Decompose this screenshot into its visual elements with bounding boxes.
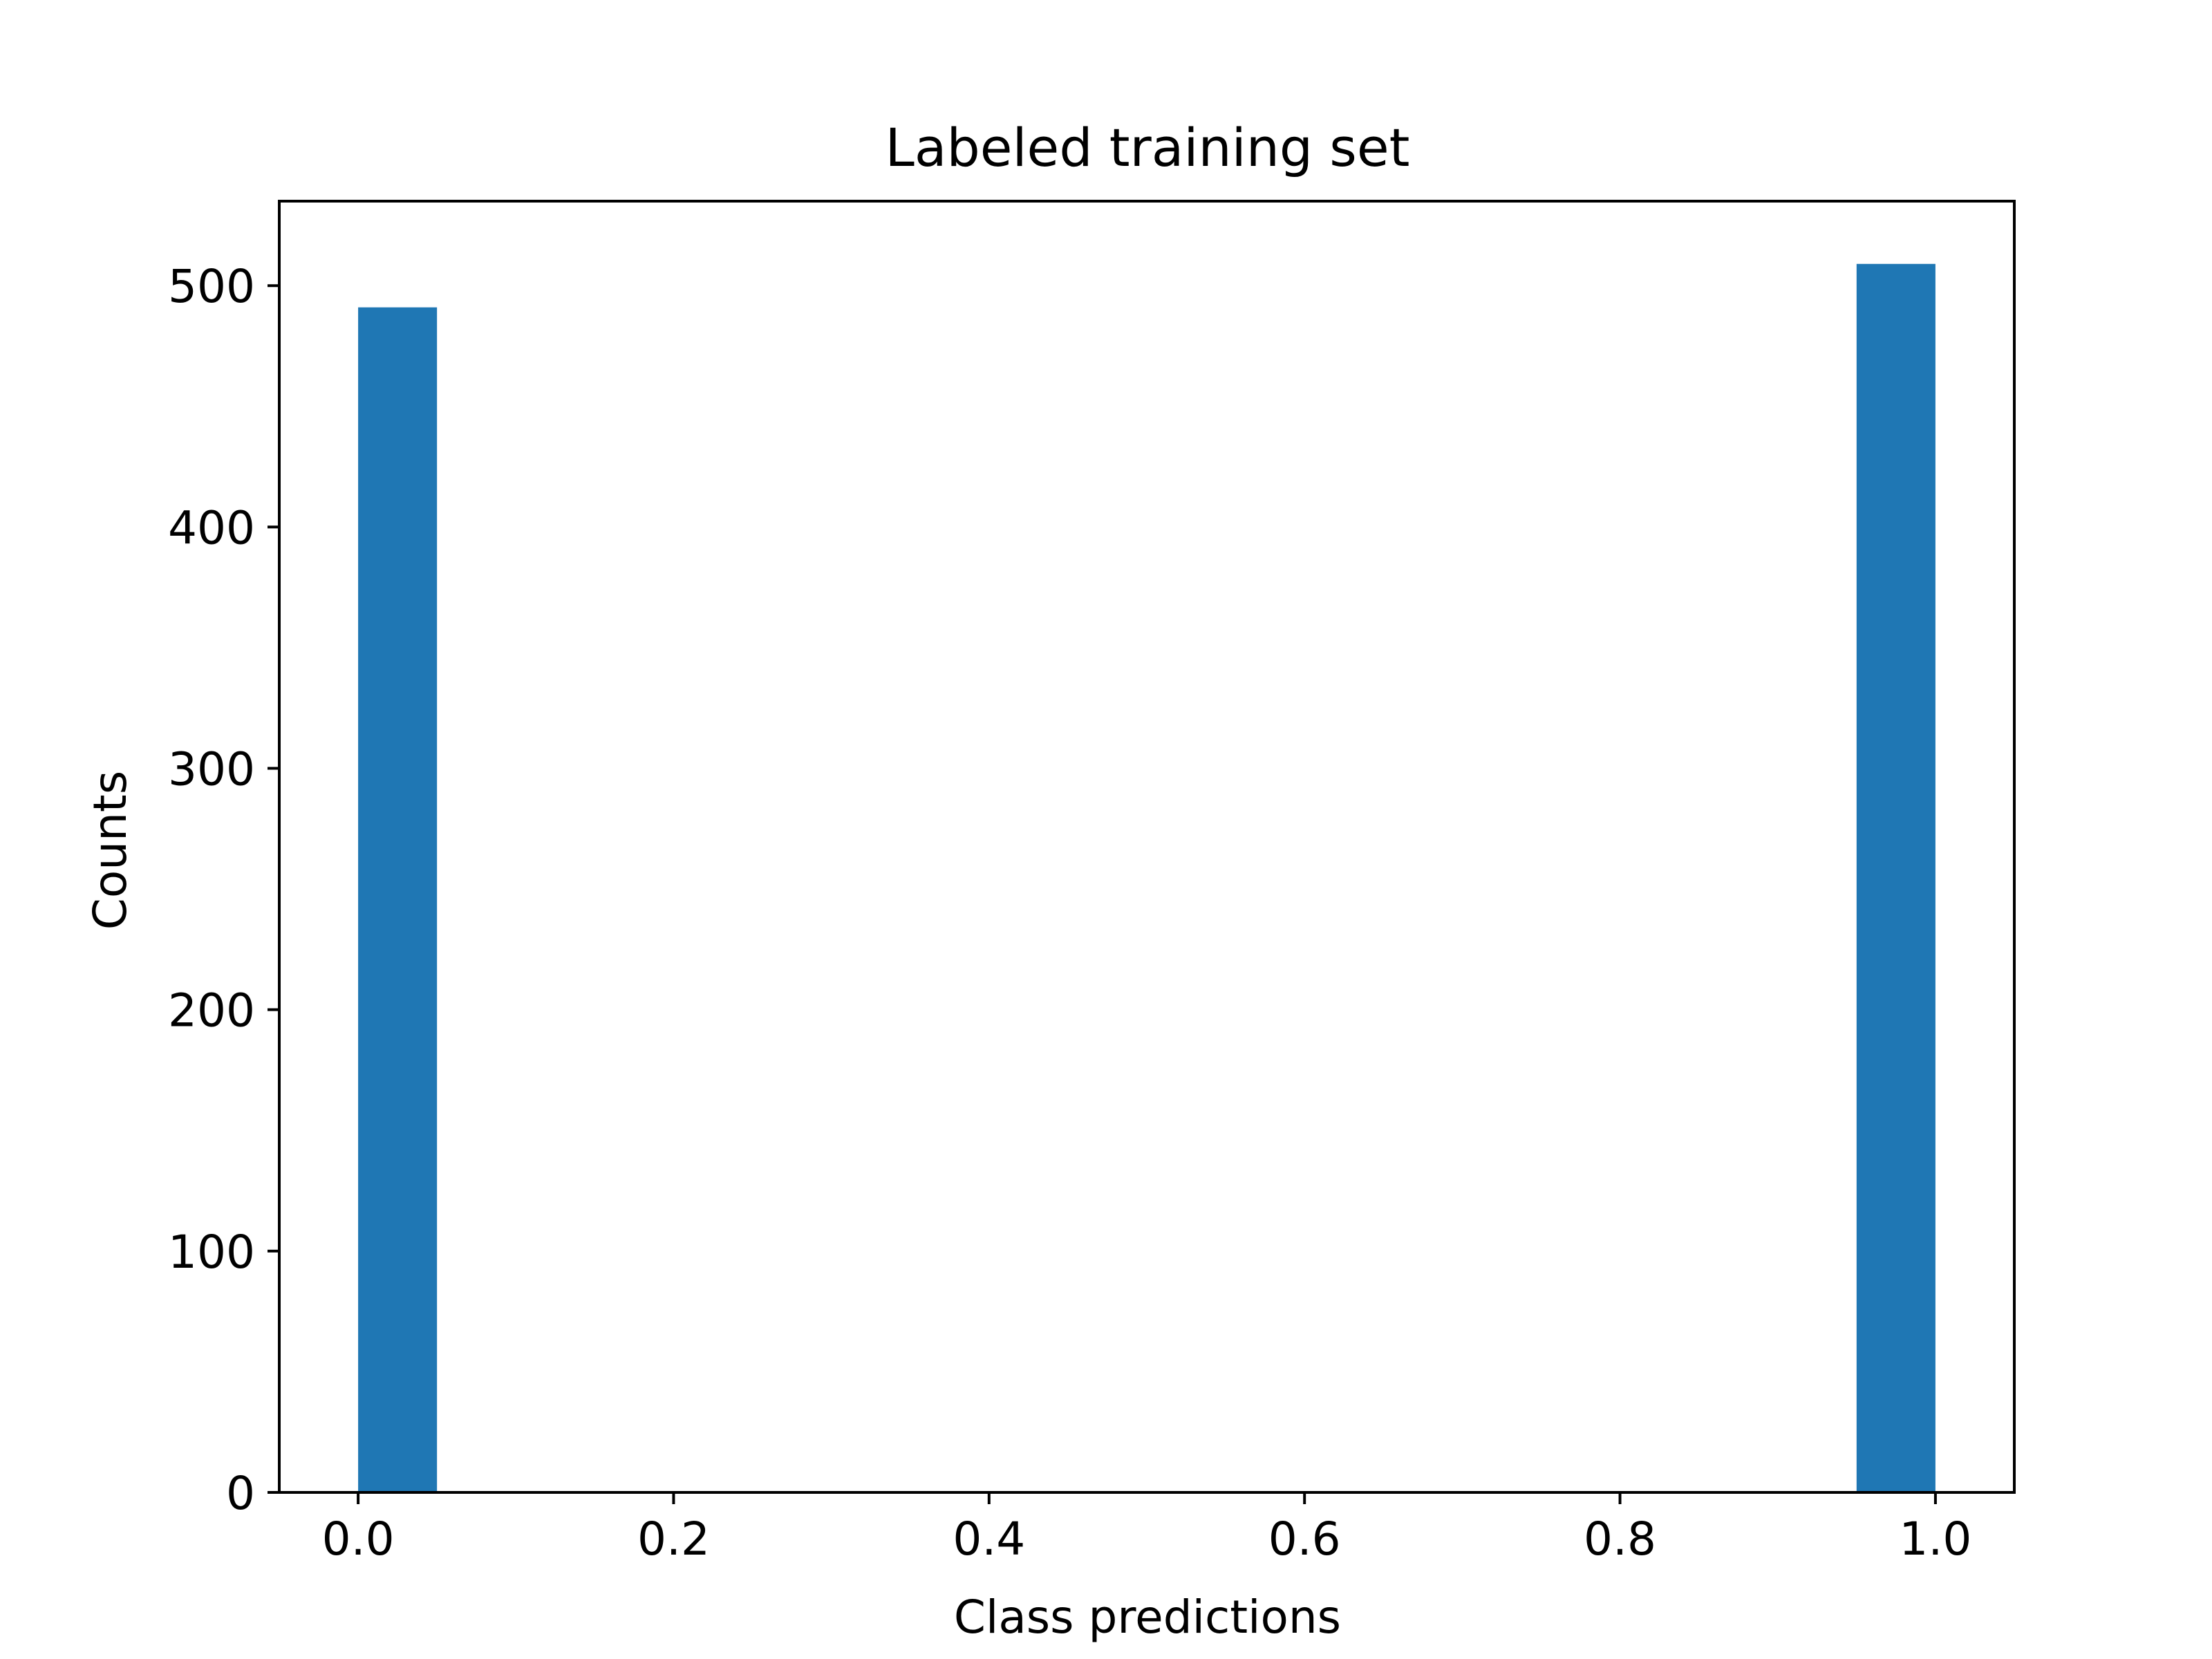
y-tick-label-0: 0 xyxy=(226,1467,255,1520)
y-axis-label: Counts xyxy=(84,771,137,930)
y-tick-label-5: 500 xyxy=(168,260,255,313)
x-tick-label-0: 0.0 xyxy=(322,1512,395,1566)
x-tick-label-5: 1.0 xyxy=(1899,1512,1971,1566)
plot-area-frame xyxy=(278,200,2016,1494)
x-tick-label-1: 0.2 xyxy=(637,1512,710,1566)
chart-title: Labeled training set xyxy=(885,117,1410,178)
x-axis-ticks: 0.0 0.2 0.4 0.6 0.8 1.0 xyxy=(322,1492,1971,1566)
histogram-bar-1 xyxy=(1856,263,1936,1493)
y-axis-ticks: 0 100 200 300 400 500 xyxy=(168,260,279,1520)
x-tick-label-3: 0.6 xyxy=(1268,1512,1341,1566)
bars-group xyxy=(358,263,1936,1493)
x-tick-label-2: 0.4 xyxy=(953,1512,1025,1566)
x-axis-label: Class predictions xyxy=(954,1591,1341,1644)
y-tick-label-2: 200 xyxy=(168,984,255,1038)
y-tick-label-1: 100 xyxy=(168,1226,255,1279)
x-tick-label-4: 0.8 xyxy=(1584,1512,1656,1566)
y-tick-label-4: 400 xyxy=(168,501,255,554)
histogram-bar-0 xyxy=(358,307,438,1493)
y-tick-label-3: 300 xyxy=(168,743,255,796)
